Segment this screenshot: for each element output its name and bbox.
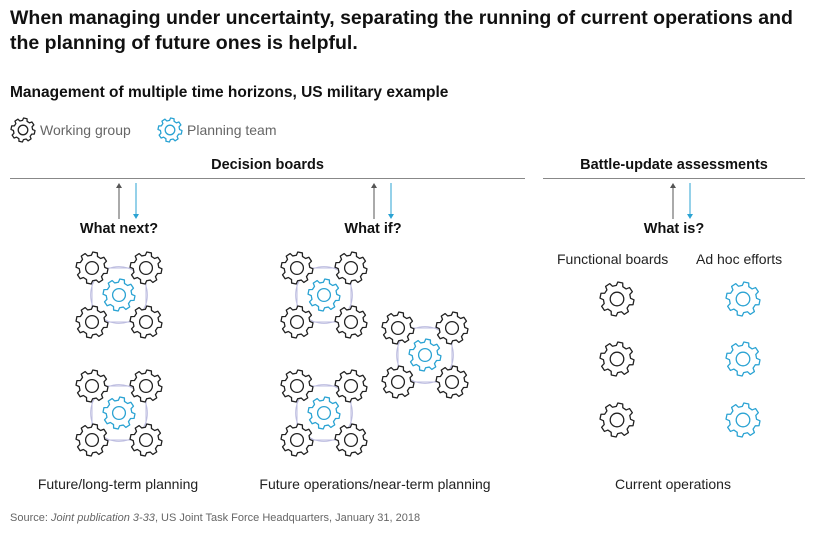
legend-planning-team: Planning team <box>155 117 277 143</box>
label-current-operations: Current operations <box>615 476 731 492</box>
label-ad-hoc-efforts: Ad hoc efforts <box>696 251 783 267</box>
section-title-battle-update: Battle-update assessments <box>580 157 768 173</box>
legend-label-working-group: Working group <box>40 122 131 138</box>
section-divider <box>543 178 805 179</box>
team-cluster <box>280 369 368 457</box>
team-cluster <box>280 251 368 339</box>
gear-icon <box>129 423 163 457</box>
label-functional-boards: Functional boards <box>557 251 669 267</box>
question-what-next: What next? <box>79 221 159 237</box>
arrow-up-icon <box>371 183 377 188</box>
label-future-operations: Future operations/near-term planning <box>259 476 491 492</box>
gear-icon <box>408 338 442 372</box>
gear-icon <box>334 305 368 339</box>
gear-icon <box>725 341 761 377</box>
gear-icon <box>599 341 635 377</box>
feedback-arrows <box>670 183 693 219</box>
gear-icon <box>10 117 36 143</box>
gear-icon <box>280 305 314 339</box>
question-what-is: What is? <box>643 221 705 237</box>
page-title: When managing under uncertainty, separat… <box>10 7 793 54</box>
team-cluster <box>75 251 163 339</box>
gear-icon <box>157 117 183 143</box>
gear-icon <box>725 281 761 317</box>
chart-subtitle: Management of multiple time horizons, US… <box>10 84 449 101</box>
gear-icon <box>10 117 36 143</box>
gear-icon <box>334 423 368 457</box>
source-publication: Joint publication 3-33 <box>50 512 155 524</box>
feedback-arrows <box>116 183 139 219</box>
gear-icon <box>381 365 415 399</box>
section-divider <box>10 178 525 179</box>
gear-icon <box>280 251 314 285</box>
question-what-if: What if? <box>344 221 402 237</box>
gear-icon <box>435 311 469 345</box>
gear-icon <box>102 396 136 430</box>
gear-icon <box>102 278 136 312</box>
legend-working-group: Working group <box>8 117 131 143</box>
gear-icon <box>75 423 109 457</box>
arrow-up-icon <box>116 183 122 188</box>
gear-icon <box>129 305 163 339</box>
legend-label-planning-team: Planning team <box>187 122 277 138</box>
arrow-down-icon <box>687 214 693 219</box>
arrow-up-icon <box>670 183 676 188</box>
gear-icon <box>157 117 183 143</box>
gear-icon <box>725 402 761 438</box>
gear-icon <box>280 369 314 403</box>
gear-icon <box>129 369 163 403</box>
gear-icon <box>129 251 163 285</box>
arrow-down-icon <box>133 214 139 219</box>
team-cluster <box>381 311 469 399</box>
gear-icon <box>280 423 314 457</box>
gear-icon <box>307 396 341 430</box>
feedback-arrows <box>371 183 394 219</box>
gear-icon <box>334 251 368 285</box>
gear-icon <box>599 402 635 438</box>
gear-icon <box>435 365 469 399</box>
arrow-down-icon <box>388 214 394 219</box>
gear-icon <box>334 369 368 403</box>
gear-icon <box>75 369 109 403</box>
source-note: Source: Joint publication 3-33, US Joint… <box>10 512 421 524</box>
gear-icon <box>599 281 635 317</box>
label-future-long-term: Future/long-term planning <box>37 476 199 492</box>
gear-icon <box>307 278 341 312</box>
team-cluster <box>75 369 163 457</box>
gear-icon <box>381 311 415 345</box>
gear-icon <box>75 305 109 339</box>
section-title-decision-boards: Decision boards <box>211 157 324 173</box>
gear-icon <box>75 251 109 285</box>
